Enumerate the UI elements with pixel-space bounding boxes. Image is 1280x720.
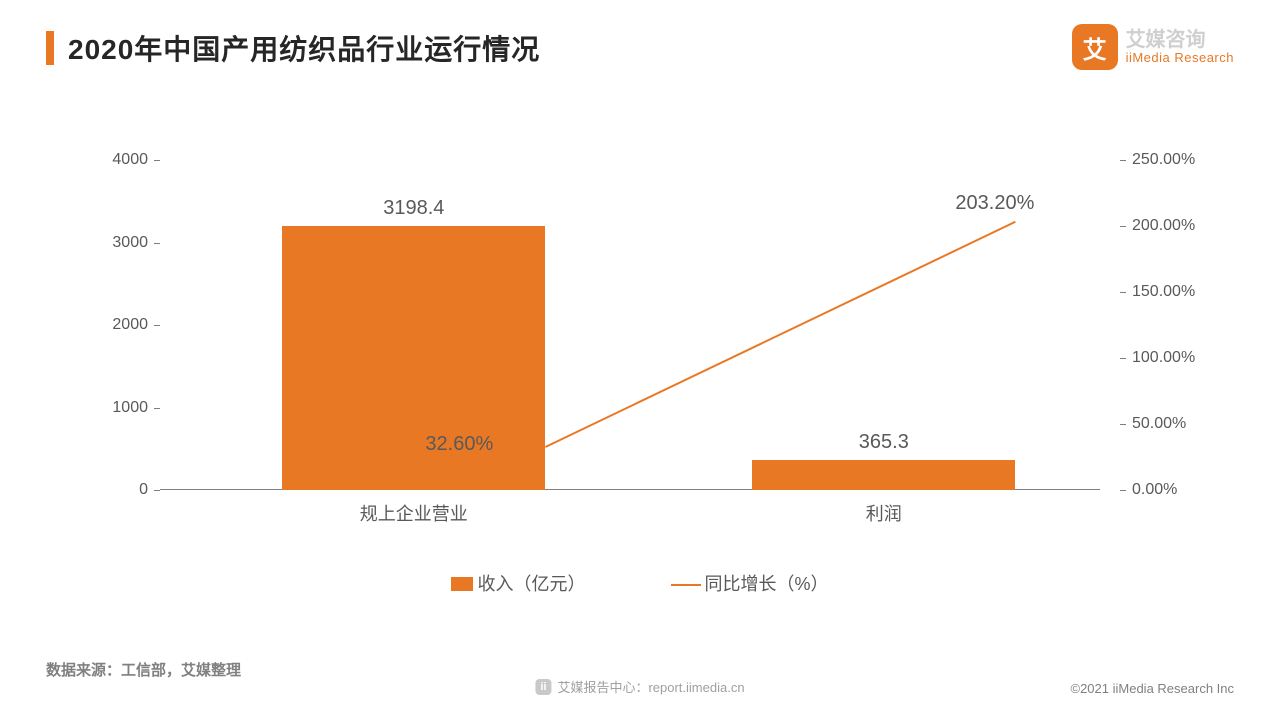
y-left-tick: 2000 [90, 316, 160, 334]
source-label: 数据来源： [46, 662, 121, 679]
brand-mini-icon: ii [535, 679, 551, 695]
brand-name-cn: 艾媒咨询 [1126, 30, 1234, 50]
legend-swatch-line [671, 584, 701, 586]
y-right-tick: 100.00% [1120, 349, 1190, 367]
y-right-tick: 50.00% [1120, 415, 1190, 433]
y-right-tick: 200.00% [1120, 217, 1190, 235]
plot-area: 3198.4规上企业营业365.3利润32.60%203.20% [160, 160, 1100, 490]
brand-logo-mark: 艾 [1072, 24, 1118, 70]
y-left-tick: 3000 [90, 234, 160, 252]
y-right-tick: 0.00% [1120, 481, 1190, 499]
footer-report-text: 艾媒报告中心：report.iimedia.cn [557, 677, 744, 696]
y-left-tick: 0 [90, 481, 160, 499]
legend-swatch-bar [451, 577, 473, 591]
y-axis-left: 01000200030004000 [90, 160, 160, 490]
x-category-label: 规上企业营业 [360, 500, 468, 526]
footer-copyright: ©2021 iiMedia Research Inc [1071, 681, 1235, 696]
x-category-label: 利润 [866, 500, 902, 526]
title-accent-bar [46, 31, 54, 65]
brand-logo-glyph: 艾 [1083, 30, 1107, 65]
y-axis-right: 0.00%50.00%100.00%150.00%200.00%250.00% [1120, 160, 1190, 490]
y-left-tick: 4000 [90, 151, 160, 169]
bar [752, 460, 1015, 490]
bar [282, 226, 545, 490]
data-source: 数据来源：工信部，艾媒整理 [46, 659, 241, 680]
chart: 0 1000 2000 3000 4000 0.00% 50.00% 100.00% 150.… [90, 150, 1190, 550]
line-value-label: 32.60% [425, 433, 493, 456]
legend-item-bar: 收入（亿元） [451, 574, 590, 594]
line-value-label: 203.20% [955, 192, 1034, 215]
bar-value-label: 365.3 [784, 431, 984, 454]
legend: 收入（亿元） 同比增长（%） [0, 570, 1280, 596]
y-right-tick: 150.00% [1120, 283, 1190, 301]
legend-item-line: 同比增长（%） [671, 574, 829, 594]
brand-logo: 艾 艾媒咨询 iiMedia Research [1072, 24, 1234, 70]
slide-page: 2020年中国产用纺织品行业运行情况 艾 艾媒咨询 iiMedia Resear… [0, 0, 1280, 720]
footer-report-center: ii 艾媒报告中心：report.iimedia.cn [535, 677, 744, 696]
legend-label-bar: 收入（亿元） [477, 574, 585, 594]
y-left-tick: 1000 [90, 399, 160, 417]
legend-label-line: 同比增长（%） [705, 574, 829, 594]
page-title: 2020年中国产用纺织品行业运行情况 [68, 28, 540, 68]
brand-name-en: iiMedia Research [1126, 50, 1234, 65]
brand-logo-text: 艾媒咨询 iiMedia Research [1126, 30, 1234, 65]
title-row: 2020年中国产用纺织品行业运行情况 [46, 28, 1234, 68]
y-right-tick: 250.00% [1120, 151, 1190, 169]
source-text: 工信部，艾媒整理 [121, 662, 241, 679]
bar-value-label: 3198.4 [314, 197, 514, 220]
